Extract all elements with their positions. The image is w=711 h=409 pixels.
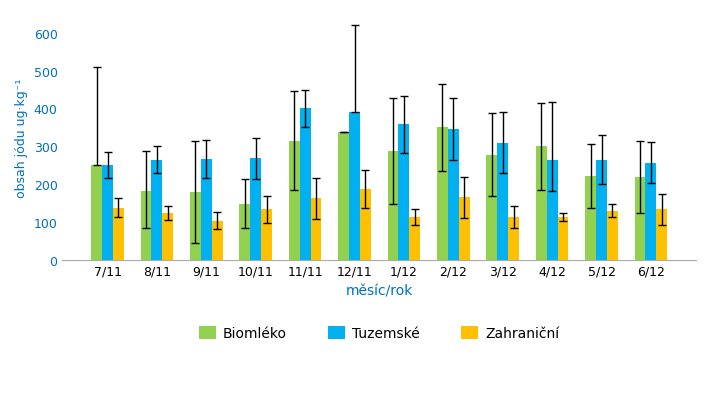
Bar: [349, 113, 360, 260]
Bar: [398, 125, 410, 260]
Bar: [508, 218, 519, 260]
Bar: [360, 189, 371, 260]
Bar: [656, 210, 667, 260]
Bar: [410, 218, 420, 260]
X-axis label: měsíc/rok: měsíc/rok: [346, 283, 413, 297]
Bar: [212, 221, 223, 260]
Bar: [646, 163, 656, 260]
Bar: [387, 151, 398, 260]
Bar: [240, 204, 250, 260]
Bar: [448, 129, 459, 260]
Bar: [486, 155, 497, 260]
Bar: [299, 109, 311, 260]
Bar: [596, 160, 607, 260]
Bar: [557, 218, 568, 260]
Bar: [190, 192, 201, 260]
Bar: [536, 147, 547, 260]
Bar: [585, 176, 596, 260]
Bar: [151, 160, 162, 260]
Bar: [102, 166, 113, 260]
Bar: [459, 198, 469, 260]
Y-axis label: obsah jódu ug·kg⁻¹: obsah jódu ug·kg⁻¹: [15, 78, 28, 197]
Bar: [91, 166, 102, 260]
Bar: [261, 210, 272, 260]
Bar: [201, 160, 212, 260]
Bar: [162, 213, 173, 260]
Bar: [338, 133, 349, 260]
Bar: [113, 208, 124, 260]
Bar: [289, 141, 299, 260]
Bar: [311, 199, 321, 260]
Legend: Biomléko, Tuzemské, Zahraniční: Biomléko, Tuzemské, Zahraniční: [193, 321, 565, 346]
Bar: [607, 211, 618, 260]
Bar: [141, 191, 151, 260]
Bar: [497, 143, 508, 260]
Bar: [547, 160, 557, 260]
Bar: [635, 178, 646, 260]
Bar: [437, 128, 448, 260]
Bar: [250, 159, 261, 260]
